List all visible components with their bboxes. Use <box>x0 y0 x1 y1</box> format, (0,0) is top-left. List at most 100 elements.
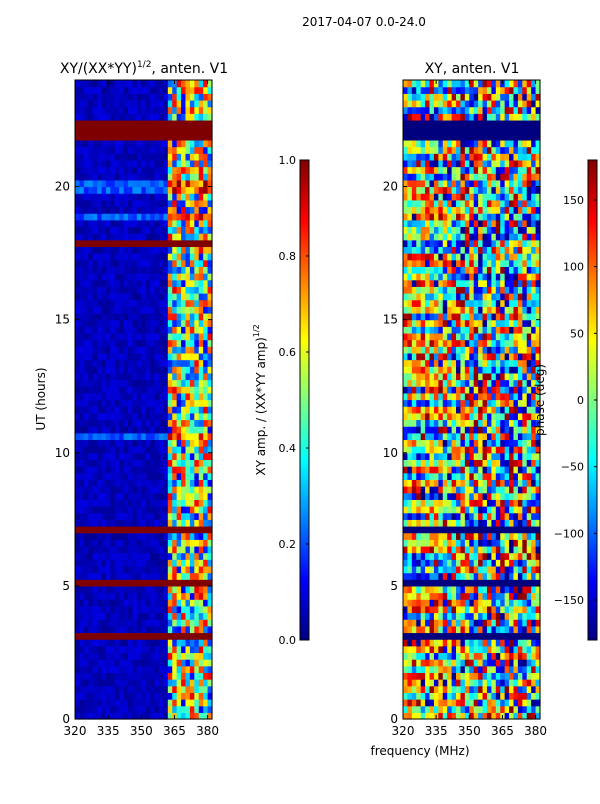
amplitude-heatmap-cell <box>163 419 168 426</box>
amplitude-colorbar: 0.00.20.40.60.81.0 XY amp. / (XX*YY amp)… <box>252 154 309 647</box>
phase-heatmap-cell <box>487 353 492 360</box>
amplitude-heatmap-cell <box>190 659 195 666</box>
phase-heatmap-cell <box>430 586 435 593</box>
phase-heatmap-cell <box>509 659 514 666</box>
phase-heatmap-cell <box>434 679 439 686</box>
amplitude-heatmap-cell <box>177 133 182 140</box>
amplitude-heatmap-cell <box>168 493 173 500</box>
amplitude-heatmap-cell <box>159 293 164 300</box>
phase-heatmap-cell <box>443 466 448 473</box>
amplitude-heatmap-cell <box>163 646 168 653</box>
phase-heatmap-cell <box>518 706 523 713</box>
phase-heatmap-cell <box>469 593 474 600</box>
phase-heatmap-cell <box>438 393 443 400</box>
amplitude-heatmap-cell <box>124 419 129 426</box>
amplitude-heatmap-cell <box>124 479 129 486</box>
amplitude-heatmap-cell <box>119 586 124 593</box>
phase-heatmap-cell <box>438 646 443 653</box>
amplitude-heatmap-cell <box>150 233 155 240</box>
amplitude-heatmap-cell <box>159 666 164 673</box>
phase-heatmap-cell <box>425 599 430 606</box>
phase-heatmap-cell <box>425 393 430 400</box>
amplitude-heatmap-cell <box>106 187 111 194</box>
amplitude-heatmap-cell <box>163 100 168 107</box>
phase-heatmap-cell <box>443 566 448 573</box>
amplitude-colorbar-tick-label: 1.0 <box>279 154 297 167</box>
amplitude-heatmap-cell <box>79 206 84 213</box>
phase-heatmap-cell <box>483 393 488 400</box>
phase-heatmap-cell <box>509 400 514 407</box>
phase-heatmap-cell <box>531 579 536 586</box>
amplitude-heatmap-cell <box>119 453 124 460</box>
amplitude-heatmap-cell <box>190 526 195 533</box>
amplitude-heatmap-cell <box>159 506 164 513</box>
amplitude-heatmap-cell <box>185 353 190 360</box>
phase-heatmap-cell <box>443 393 448 400</box>
amplitude-heatmap-cell <box>93 346 98 353</box>
amplitude-heatmap-cell <box>88 479 93 486</box>
amplitude-heatmap-cell <box>119 573 124 580</box>
amplitude-heatmap-cell <box>115 380 120 387</box>
amplitude-heatmap-cell <box>146 280 151 287</box>
amplitude-heatmap-cell <box>79 466 84 473</box>
amplitude-heatmap-cell <box>106 273 111 280</box>
phase-heatmap-cell <box>456 493 461 500</box>
phase-heatmap-cell <box>478 313 483 320</box>
amplitude-heatmap-cell <box>163 93 168 100</box>
phase-heatmap-cell <box>483 300 488 307</box>
phase-heatmap-cell <box>469 672 474 679</box>
amplitude-heatmap-cell <box>137 626 142 633</box>
phase-heatmap-cell <box>407 619 412 626</box>
phase-heatmap-cell <box>522 666 527 673</box>
phase-heatmap-cell <box>531 326 536 333</box>
amplitude-heatmap-cell <box>150 313 155 320</box>
amplitude-heatmap-cell <box>79 306 84 313</box>
amplitude-heatmap-cell <box>150 546 155 553</box>
amplitude-heatmap-cell <box>110 539 115 546</box>
amplitude-heatmap-cell <box>93 140 98 147</box>
phase-heatmap-cell <box>434 400 439 407</box>
amplitude-heatmap-cell <box>93 459 98 466</box>
phase-heatmap-cell <box>425 619 430 626</box>
phase-heatmap-cell <box>452 626 457 633</box>
amplitude-heatmap-cell <box>88 533 93 540</box>
amplitude-heatmap-cell <box>132 167 137 174</box>
amplitude-heatmap-cell <box>177 513 182 520</box>
amplitude-heatmap-cell <box>163 652 168 659</box>
amplitude-heatmap-cell <box>141 619 146 626</box>
amplitude-heatmap-cell <box>172 380 177 387</box>
amplitude-heatmap-cell <box>172 459 177 466</box>
amplitude-heatmap-cell <box>137 586 142 593</box>
amplitude-heatmap-cell <box>124 180 129 187</box>
amplitude-heatmap-cell <box>190 606 195 613</box>
phase-heatmap-cell <box>500 406 505 413</box>
amplitude-heatmap-cell <box>159 93 164 100</box>
amplitude-heatmap-cell <box>172 573 177 580</box>
amplitude-heatmap-cell <box>132 566 137 573</box>
amplitude-heatmap-cell <box>168 506 173 513</box>
amplitude-heatmap-cell <box>146 419 151 426</box>
amplitude-heatmap-cell <box>141 193 146 200</box>
phase-heatmap-cell <box>531 699 536 706</box>
phase-heatmap-cell <box>478 586 483 593</box>
amplitude-heatmap-cell <box>119 366 124 373</box>
phase-heatmap-cell <box>491 606 496 613</box>
amplitude-heatmap-cell <box>132 553 137 560</box>
amplitude-heatmap-cell <box>199 459 204 466</box>
amplitude-heatmap-cell <box>119 499 124 506</box>
phase-heatmap-cell <box>416 506 421 513</box>
amplitude-colorbar-label-main: XY amp. / (XX*YY amp) <box>254 337 268 475</box>
amplitude-heatmap-cell <box>128 167 133 174</box>
amplitude-heatmap-cell <box>190 373 195 380</box>
amplitude-heatmap-cell <box>203 433 208 440</box>
amplitude-heatmap-cell <box>84 599 89 606</box>
amplitude-heatmap-cell <box>181 386 186 393</box>
phase-heatmap-cell <box>425 533 430 540</box>
phase-heatmap-cell <box>452 493 457 500</box>
amplitude-heatmap-cell <box>141 167 146 174</box>
amplitude-heatmap-cell <box>141 93 146 100</box>
amplitude-heatmap-cell <box>190 260 195 267</box>
phase-heatmap-cell <box>509 632 514 639</box>
amplitude-heatmap-cell <box>106 380 111 387</box>
amplitude-heatmap-cell <box>97 613 102 620</box>
